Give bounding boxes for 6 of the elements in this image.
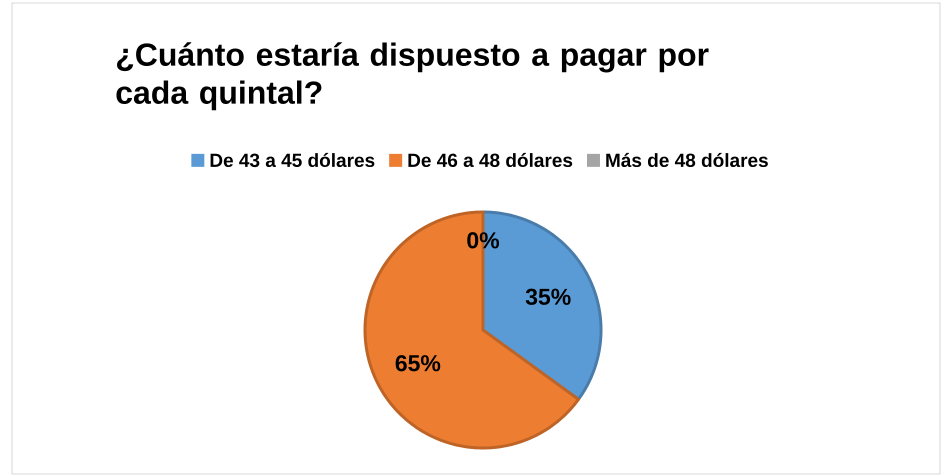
legend-label: De 43 a 45 dólares <box>210 152 374 168</box>
legend-label: De 46 a 48 dólares <box>408 152 572 168</box>
data-label: 65% <box>396 355 440 372</box>
chart-title: ¿Cuánto estaría dispuesto a pagar por cada quintal? <box>116 42 709 110</box>
legend-label: Más de 48 dólares <box>606 152 768 168</box>
data-label: 35% <box>526 288 571 305</box>
